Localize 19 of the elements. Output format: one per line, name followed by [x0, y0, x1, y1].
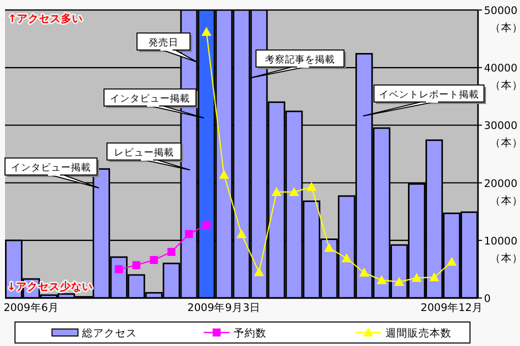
legend-label: 予約数	[234, 328, 267, 340]
y-tick-label: 20000 （本）	[484, 178, 520, 207]
annotation: イベントレポート掲載	[379, 88, 479, 100]
legend-label: 週間販売本数	[385, 326, 452, 340]
x-tick-label: 2009年6月	[4, 302, 59, 314]
x-tick-label: 2009年9月3日	[187, 302, 261, 314]
y-tick-label: 30000 （本）	[484, 120, 520, 150]
x-tick-label: 2009年12月	[420, 302, 483, 314]
annotation: インタビュー掲載	[11, 162, 91, 174]
legend-label: 総アクセス	[81, 328, 137, 340]
annotation: 考察記事を掲載	[265, 54, 335, 66]
annotation: インタビュー掲載	[110, 92, 190, 104]
y-tick-label: 40000 （本）	[484, 62, 520, 92]
y-tick-label: 10000 （本）	[484, 235, 520, 264]
y-tick-label: 50000 （本）	[484, 5, 520, 34]
y-tick-label: 0	[484, 293, 491, 305]
annotation: 発売日	[148, 36, 178, 48]
annotation: レビュー掲載	[114, 146, 174, 158]
annotation: ↑アクセス多い	[8, 12, 83, 25]
